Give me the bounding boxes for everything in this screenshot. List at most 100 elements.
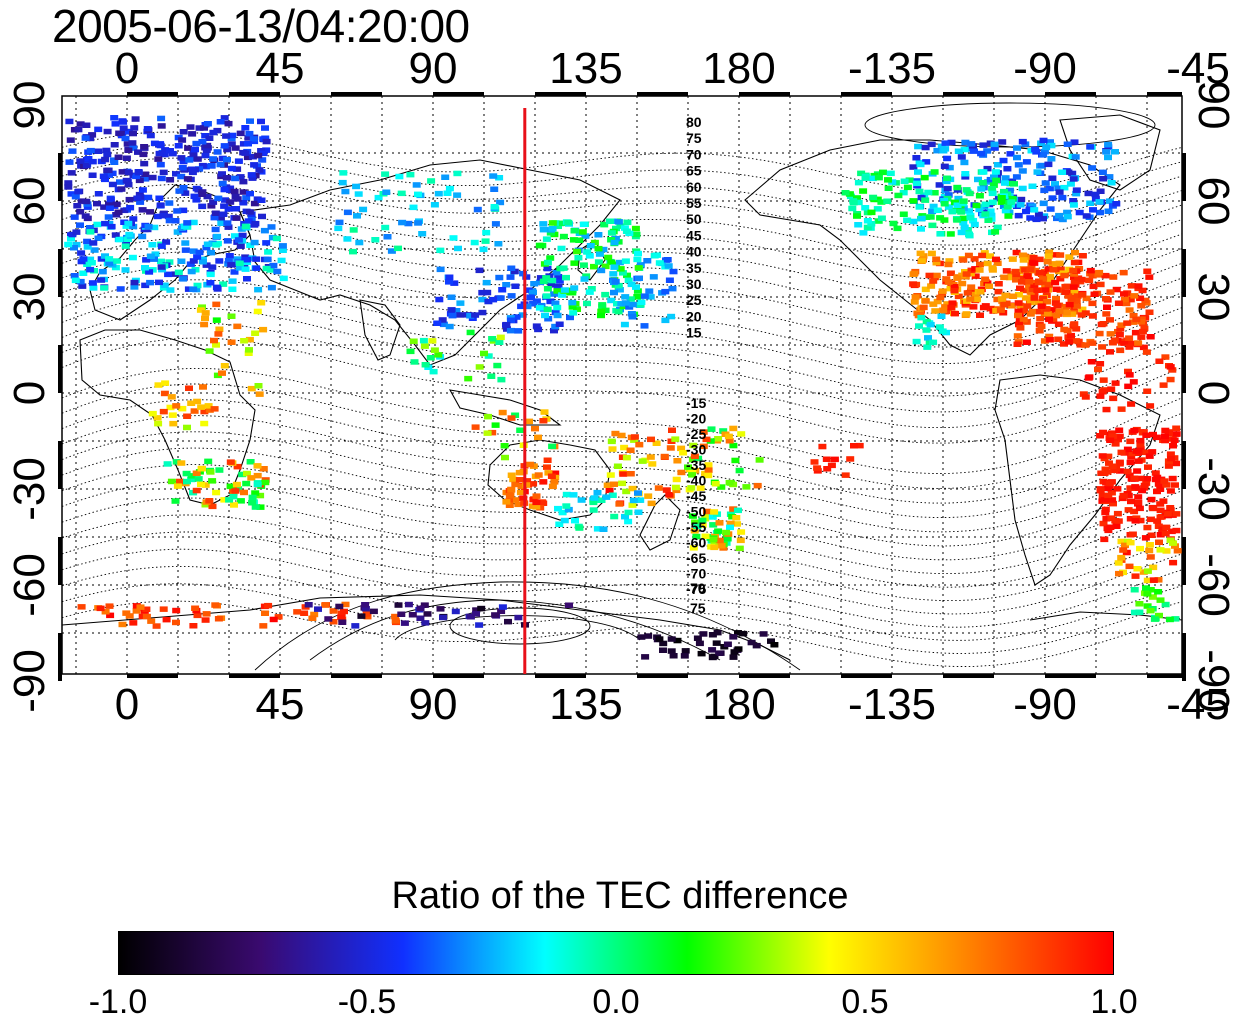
tec-patch <box>943 185 952 192</box>
tec-patch <box>241 150 250 156</box>
tec-patch <box>234 237 243 243</box>
tec-patch <box>979 304 988 311</box>
tec-patch <box>894 192 903 199</box>
tec-patch <box>1002 300 1011 306</box>
tec-patch <box>855 442 864 449</box>
tec-patch <box>472 611 480 617</box>
tec-patch <box>77 604 86 610</box>
tec-patch <box>559 233 568 240</box>
tec-patch <box>192 487 201 494</box>
tick-bottom-label: 90 <box>408 680 458 729</box>
tec-patch <box>823 466 832 472</box>
tec-patch <box>1045 316 1054 323</box>
tec-patch <box>1051 252 1060 258</box>
tec-patch <box>239 189 248 195</box>
tec-patch <box>708 632 717 638</box>
tec-patch <box>250 200 259 207</box>
frame-tick-bottom <box>331 674 382 678</box>
tec-patch <box>1172 511 1181 517</box>
tec-patch <box>152 623 161 629</box>
tec-patch <box>535 242 544 249</box>
tec-patch <box>189 248 198 254</box>
tec-patch <box>1124 368 1132 375</box>
tec-patch <box>999 157 1008 164</box>
tec-patch <box>577 497 586 503</box>
colorbar <box>118 931 1114 975</box>
tec-patch <box>1114 300 1123 306</box>
tec-patch <box>517 303 526 310</box>
tec-patch <box>540 409 549 415</box>
tec-patch <box>204 458 213 465</box>
frame-tick-right <box>1182 345 1186 393</box>
tec-patch <box>737 431 746 437</box>
tec-patch <box>1089 207 1097 213</box>
tec-patch <box>1070 279 1079 285</box>
tec-patch <box>1062 310 1071 316</box>
tec-patch <box>239 141 248 147</box>
tec-patch <box>993 260 1002 266</box>
tec-patch <box>1064 169 1073 175</box>
tec-patch <box>187 476 196 483</box>
tec-patch <box>248 500 257 506</box>
tec-patch <box>636 497 645 503</box>
tec-patch <box>1088 340 1097 346</box>
tec-patch <box>950 284 959 290</box>
dip-contour <box>61 480 1183 575</box>
tec-patch <box>1143 388 1152 394</box>
tec-patch <box>624 518 633 525</box>
tec-patch <box>1060 326 1069 333</box>
tec-patch <box>978 180 987 186</box>
tec-patch <box>1091 196 1100 202</box>
tec-patch <box>1155 539 1163 545</box>
tec-patch <box>202 244 211 251</box>
tec-patch <box>212 242 221 248</box>
tec-patch <box>121 267 130 273</box>
tec-patch <box>1128 531 1137 537</box>
tec-patch <box>190 193 199 200</box>
tec-patch <box>664 263 673 269</box>
tec-patch <box>484 298 493 305</box>
tec-patch <box>930 169 939 175</box>
tec-patch <box>1101 506 1110 513</box>
tec-patch <box>1048 307 1057 313</box>
tec-patch <box>1156 547 1165 553</box>
tec-patch <box>969 304 978 310</box>
tec-patch <box>138 187 147 193</box>
tec-patch <box>228 286 237 292</box>
tec-patch <box>211 602 220 608</box>
tec-patch <box>216 119 225 125</box>
tec-patch <box>120 219 129 225</box>
tec-patch <box>1045 249 1054 255</box>
tec-patch <box>704 462 713 468</box>
tec-patch <box>697 650 706 657</box>
tec-patch <box>933 298 942 305</box>
tec-patch <box>735 545 744 552</box>
frame-tick-right <box>1182 441 1186 489</box>
tec-patch <box>900 178 909 184</box>
tec-patch <box>262 240 271 246</box>
tec-patch <box>201 617 210 623</box>
tec-patch <box>991 229 1000 235</box>
tec-patch <box>120 207 129 214</box>
tec-patch <box>1018 279 1026 285</box>
tec-patch <box>693 635 702 641</box>
tec-patch <box>547 282 556 288</box>
dip-contour-label: -50 <box>686 504 706 520</box>
tec-patch <box>244 350 253 356</box>
tec-patch <box>484 353 493 359</box>
tec-patch <box>191 605 200 611</box>
tec-patch <box>950 199 959 206</box>
tec-patch <box>941 304 950 310</box>
tec-patch <box>873 206 882 212</box>
tec-patch <box>227 339 236 345</box>
tec-patch <box>947 304 956 311</box>
tec-patch <box>1047 142 1056 149</box>
tec-patch <box>1102 296 1110 302</box>
tec-patch <box>1012 249 1021 256</box>
tec-patch <box>227 165 236 172</box>
tec-patch <box>1119 269 1128 276</box>
tec-patch <box>221 197 229 203</box>
tec-patch <box>233 196 242 202</box>
tec-patch <box>557 245 566 252</box>
tec-patch <box>558 509 567 516</box>
